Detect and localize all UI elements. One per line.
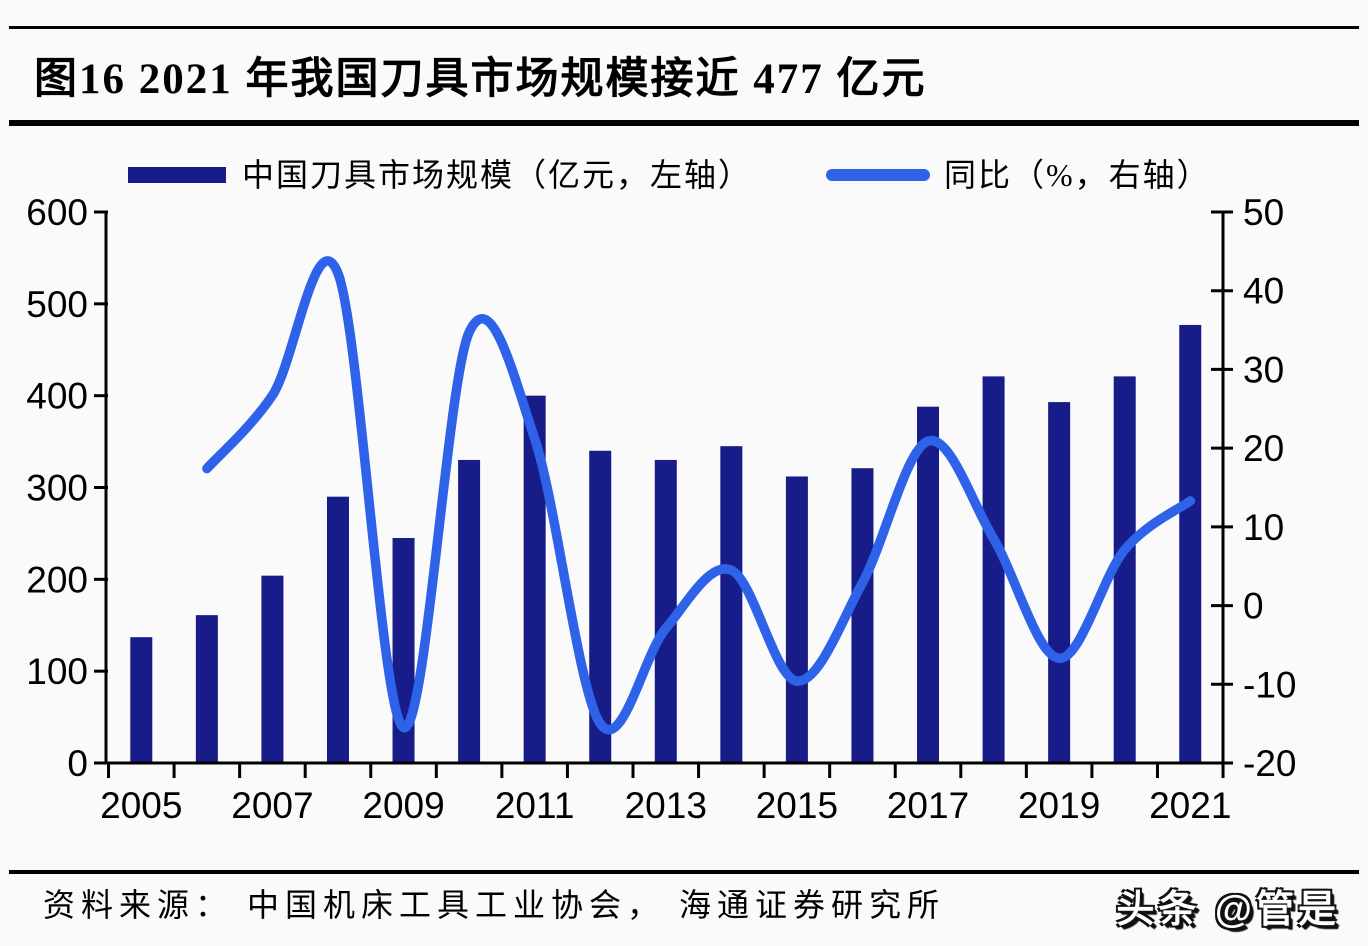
legend-item-yoy: 同比（%，右轴） [826,156,1211,194]
bar-2021 [1179,324,1202,763]
legend-item-market-size: 中国刀具市场规模（亿元，左轴） [128,156,752,194]
right-axis-label-10: 10 [1243,507,1284,548]
chart-title: 图16 2021 年我国刀具市场规模接近 477 亿元 [34,56,927,103]
bar-2017 [917,406,940,763]
right-axis-label-0: 0 [1243,586,1264,627]
bar-2016 [851,468,874,763]
footer-divider [9,870,1359,874]
right-axis-label--20: -20 [1243,743,1296,784]
bar-2018 [982,376,1005,763]
x-axis-label-2017: 2017 [887,785,969,826]
right-axis-label-30: 30 [1243,349,1284,390]
x-axis-label-2015: 2015 [756,785,838,826]
left-axis-label-0: 0 [67,743,88,784]
bar-2015 [785,476,808,763]
x-axis-label-2021: 2021 [1149,785,1231,826]
bar-2006 [195,615,218,763]
bar-2014 [720,446,743,763]
left-axis-label-200: 200 [26,559,88,600]
bar-2020 [1113,376,1136,763]
bar-2011 [523,395,546,763]
bar-2013 [654,459,677,763]
x-axis-label-2019: 2019 [1018,785,1100,826]
bar-2005 [130,637,153,763]
right-axis-label-50: 50 [1243,192,1284,233]
right-axis-label-20: 20 [1243,428,1284,469]
left-axis-label-500: 500 [26,284,88,325]
x-axis-label-2013: 2013 [625,785,707,826]
x-axis-label-2007: 2007 [231,785,313,826]
right-axis-label--10: -10 [1243,664,1296,705]
left-axis-label-600: 600 [26,192,88,233]
left-axis-label-400: 400 [26,376,88,417]
yoy-line [202,256,1196,735]
bar-series-label: 中国刀具市场规模（亿元，左轴） [242,157,753,193]
x-axis-label-2005: 2005 [100,785,182,826]
left-axis-label-100: 100 [26,651,88,692]
x-axis-label-2011: 2011 [495,785,575,826]
top-divider [9,26,1359,29]
bar-2010 [458,459,481,763]
bar-2008 [326,496,349,763]
bar-series-swatch [128,167,226,183]
line-series-swatch [826,169,930,181]
bar-2012 [589,450,612,763]
x-axis-label-2009: 2009 [362,785,444,826]
line-series-label: 同比（%，右轴） [944,157,1211,193]
right-axis-label-40: 40 [1243,271,1284,312]
bar-2007 [261,575,284,763]
bar-2019 [1048,402,1071,763]
source-text: 资料来源： 中国机床工具工业协会， 海通证券研究所 [43,887,946,923]
title-divider [9,120,1359,126]
watermark-text: 头条 @管是 [1116,889,1340,931]
left-axis-label-300: 300 [26,468,88,509]
